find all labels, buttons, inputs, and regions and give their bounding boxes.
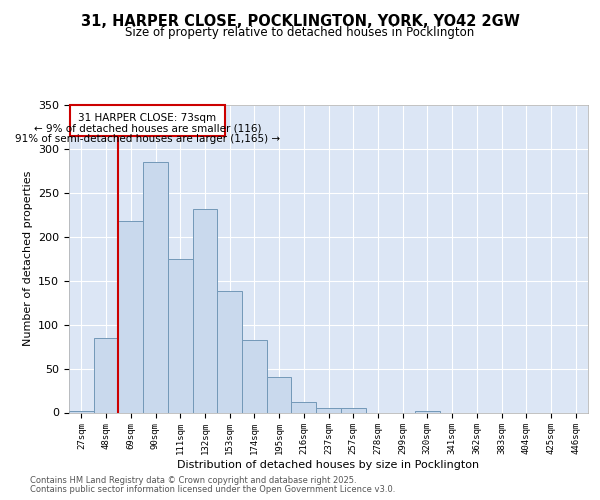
Bar (69, 410, 94, 412)
Bar (94, 338, 118, 412)
Text: 31 HARPER CLOSE: 73sqm: 31 HARPER CLOSE: 73sqm (79, 113, 217, 123)
Bar (316, 408, 341, 412)
Text: Contains public sector information licensed under the Open Government Licence v3: Contains public sector information licen… (30, 485, 395, 494)
Bar (143, 162, 168, 412)
Y-axis label: Number of detached properties: Number of detached properties (23, 171, 32, 346)
Bar (168, 259, 193, 412)
Bar (70, 105, 224, 136)
Text: 91% of semi-detached houses are larger (1,165) →: 91% of semi-detached houses are larger (… (15, 134, 280, 144)
Bar (217, 292, 242, 412)
Bar (292, 402, 316, 412)
Bar (415, 410, 440, 412)
Text: 31, HARPER CLOSE, POCKLINGTON, YORK, YO42 2GW: 31, HARPER CLOSE, POCKLINGTON, YORK, YO4… (80, 14, 520, 29)
Bar (267, 378, 292, 412)
Text: ← 9% of detached houses are smaller (116): ← 9% of detached houses are smaller (116… (34, 124, 261, 134)
Text: Contains HM Land Registry data © Crown copyright and database right 2025.: Contains HM Land Registry data © Crown c… (30, 476, 356, 485)
Bar (341, 408, 365, 412)
Bar (118, 221, 143, 412)
Bar (242, 340, 267, 412)
Bar (193, 208, 217, 412)
Text: Size of property relative to detached houses in Pocklington: Size of property relative to detached ho… (125, 26, 475, 39)
X-axis label: Distribution of detached houses by size in Pocklington: Distribution of detached houses by size … (178, 460, 479, 470)
